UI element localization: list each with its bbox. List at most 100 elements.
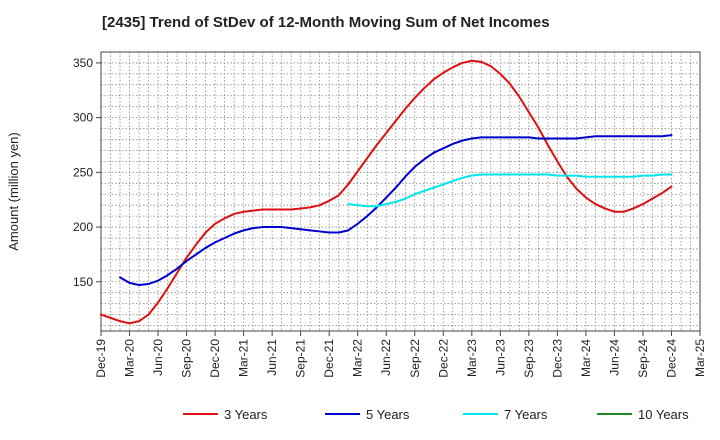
data-point bbox=[670, 186, 672, 188]
legend: 3 Years 5 Years 7 Years 10 Years bbox=[183, 407, 689, 422]
data-point bbox=[214, 241, 216, 243]
data-point bbox=[186, 260, 188, 262]
data-point bbox=[176, 268, 178, 270]
data-point bbox=[490, 65, 492, 67]
data-point bbox=[661, 174, 663, 176]
data-point bbox=[604, 207, 606, 209]
data-point bbox=[385, 197, 387, 199]
data-point bbox=[509, 174, 511, 176]
y-tick-label: 250 bbox=[73, 165, 93, 179]
data-point bbox=[347, 229, 349, 231]
data-point bbox=[490, 174, 492, 176]
data-point bbox=[157, 280, 159, 282]
data-point bbox=[585, 136, 587, 138]
series-line bbox=[119, 134, 673, 287]
x-tick-label: Jun-23 bbox=[493, 339, 507, 376]
data-point bbox=[281, 209, 283, 211]
series-3-years bbox=[100, 59, 673, 325]
data-point bbox=[594, 203, 596, 205]
data-point bbox=[395, 187, 397, 189]
data-point bbox=[556, 160, 558, 162]
data-point bbox=[423, 87, 425, 89]
data-point bbox=[347, 183, 349, 185]
data-point bbox=[499, 136, 501, 138]
data-point bbox=[290, 209, 292, 211]
data-point bbox=[547, 174, 549, 176]
data-point bbox=[471, 137, 473, 139]
data-point bbox=[262, 209, 264, 211]
data-point bbox=[604, 135, 606, 137]
data-point bbox=[366, 215, 368, 217]
data-point bbox=[642, 203, 644, 205]
axes: 150 200 250 300 350 Dec-19 Mar-20 Jun-20 Sep-20 D… bbox=[6, 51, 707, 378]
x-tick-label: Dec-21 bbox=[322, 339, 336, 378]
data-point bbox=[623, 135, 625, 137]
data-point bbox=[642, 135, 644, 137]
data-point bbox=[243, 229, 245, 231]
data-point bbox=[585, 197, 587, 199]
data-point bbox=[613, 211, 615, 213]
data-point bbox=[632, 176, 634, 178]
data-point bbox=[224, 237, 226, 239]
x-tick-label: Mar-24 bbox=[579, 339, 593, 377]
data-point bbox=[537, 126, 539, 128]
data-point bbox=[119, 320, 121, 322]
x-tick-label: Sep-22 bbox=[408, 339, 422, 378]
data-point bbox=[309, 206, 311, 208]
data-point bbox=[670, 134, 672, 136]
legend-label: 10 Years bbox=[638, 407, 689, 422]
x-tick-label: Mar-20 bbox=[123, 339, 137, 377]
data-point bbox=[452, 180, 454, 182]
x-tick-label: Mar-25 bbox=[693, 339, 707, 377]
plot-area bbox=[101, 52, 700, 331]
data-point bbox=[100, 314, 102, 316]
data-point bbox=[480, 174, 482, 176]
chart-title: [2435] Trend of StDev of 12-Month Moving… bbox=[102, 14, 550, 31]
plot-frame bbox=[100, 51, 701, 332]
data-point bbox=[148, 314, 150, 316]
data-point bbox=[433, 152, 435, 154]
data-point bbox=[642, 175, 644, 177]
data-point bbox=[110, 317, 112, 319]
data-point bbox=[252, 210, 254, 212]
data-point bbox=[414, 193, 416, 195]
data-point bbox=[347, 203, 349, 205]
data-point bbox=[300, 207, 302, 209]
x-tick-label: Mar-23 bbox=[465, 339, 479, 377]
data-point bbox=[385, 132, 387, 134]
data-point bbox=[176, 272, 178, 274]
data-point bbox=[148, 283, 150, 285]
legend-label: 3 Years bbox=[224, 407, 268, 422]
data-point bbox=[271, 209, 273, 211]
data-point bbox=[651, 175, 653, 177]
x-tick-label: Dec-23 bbox=[550, 339, 564, 378]
data-point bbox=[442, 72, 444, 74]
data-point bbox=[262, 226, 264, 228]
legend-item: 10 Years bbox=[597, 407, 689, 422]
data-point bbox=[338, 232, 340, 234]
x-tick-label: Jun-20 bbox=[151, 339, 165, 376]
data-point bbox=[233, 233, 235, 235]
data-point bbox=[205, 247, 207, 249]
data-point bbox=[575, 188, 577, 190]
data-point bbox=[138, 320, 140, 322]
data-point bbox=[566, 175, 568, 177]
data-point bbox=[623, 211, 625, 213]
data-point bbox=[518, 136, 520, 138]
data-point bbox=[414, 166, 416, 168]
data-point bbox=[119, 276, 121, 278]
data-point bbox=[423, 190, 425, 192]
data-point bbox=[547, 144, 549, 146]
y-tick-label: 150 bbox=[73, 275, 93, 289]
data-point bbox=[214, 223, 216, 225]
data-point bbox=[376, 205, 378, 207]
data-point bbox=[290, 227, 292, 229]
data-point bbox=[528, 136, 530, 138]
x-tick-label: Jun-24 bbox=[607, 339, 621, 376]
data-point bbox=[252, 227, 254, 229]
x-tick-label: Sep-21 bbox=[294, 339, 308, 378]
data-point bbox=[271, 226, 273, 228]
data-point bbox=[452, 143, 454, 145]
data-point bbox=[661, 192, 663, 194]
